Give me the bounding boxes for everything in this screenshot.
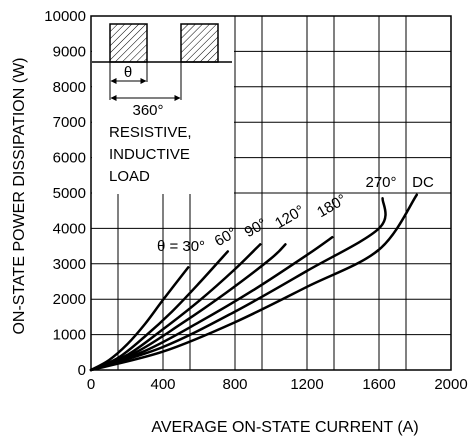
series-line bbox=[89, 197, 387, 372]
series-line bbox=[89, 243, 287, 372]
series-label: 90° bbox=[242, 215, 270, 241]
axes bbox=[90, 15, 452, 371]
series-line bbox=[89, 193, 419, 372]
y-tick-label: 0 bbox=[78, 362, 86, 379]
inset-load-line-3: LOAD bbox=[109, 168, 150, 185]
labels: AVERAGE ON-STATE CURRENT (A) ON-STATE PO… bbox=[11, 8, 468, 436]
series-label: 120° bbox=[272, 202, 307, 232]
x-tick-label: 1600 bbox=[362, 376, 395, 393]
y-tick-label: 4000 bbox=[53, 220, 86, 237]
grid bbox=[91, 16, 451, 370]
series-line bbox=[89, 236, 334, 372]
y-tick-label: 1000 bbox=[53, 327, 86, 344]
plot-frame bbox=[90, 15, 452, 371]
x-tick-label: 800 bbox=[222, 376, 247, 393]
conduction-pulse-1 bbox=[109, 23, 148, 63]
series-label: 270° bbox=[365, 174, 396, 191]
series-label: DC bbox=[412, 174, 434, 191]
y-axis-title: ON-STATE POWER DISSIPATION (W) bbox=[11, 57, 28, 334]
x-tick-label: 400 bbox=[150, 376, 175, 393]
y-tick-label: 7000 bbox=[53, 114, 86, 131]
y-tick-label: 5000 bbox=[53, 185, 86, 202]
x-axis-title: AVERAGE ON-STATE CURRENT (A) bbox=[151, 419, 418, 436]
series bbox=[89, 193, 419, 372]
y-tick-label: 3000 bbox=[53, 256, 86, 273]
x-tick-label: 0 bbox=[87, 376, 95, 393]
series-label: 180° bbox=[314, 191, 349, 221]
y-tick-label: 8000 bbox=[53, 79, 86, 96]
y-tick-label: 2000 bbox=[53, 291, 86, 308]
y-tick-label: 10000 bbox=[44, 8, 86, 25]
inset-load-line-1: RESISTIVE, bbox=[109, 124, 192, 141]
inset-period-label: 360° bbox=[132, 102, 163, 119]
conduction-pulse-2 bbox=[180, 23, 219, 63]
x-tick-label: 1200 bbox=[290, 376, 323, 393]
waveform-inset: θ 360° RESISTIVE, INDUCTIVE LOAD bbox=[92, 16, 234, 194]
x-tick-label: 2000 bbox=[434, 376, 467, 393]
y-tick-label: 9000 bbox=[53, 43, 86, 60]
inset-load-line-2: INDUCTIVE bbox=[109, 146, 190, 163]
inset-theta-label: θ bbox=[124, 64, 132, 81]
y-tick-label: 6000 bbox=[53, 150, 86, 167]
series-line bbox=[89, 266, 190, 372]
series-label: θ = 30° bbox=[157, 238, 205, 255]
